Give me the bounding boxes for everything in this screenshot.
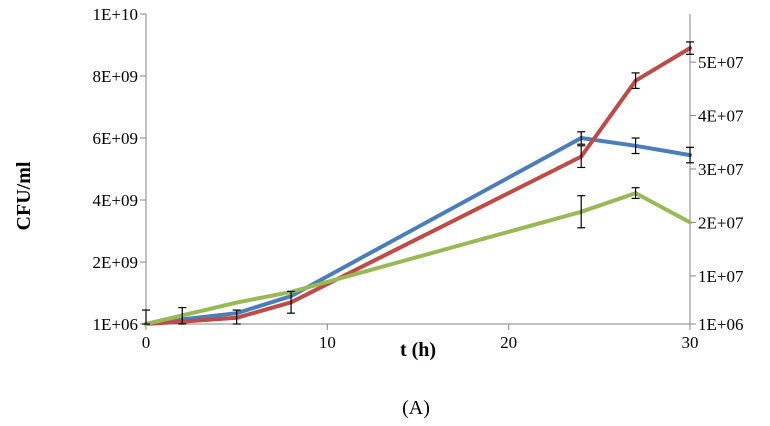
x-tick-label: 0 [142, 333, 151, 352]
right-y-tick-label: 4E+07 [698, 107, 744, 126]
series-lines [144, 46, 692, 326]
error-bars [142, 41, 694, 325]
left-y-tick-label: 4E+09 [93, 191, 138, 210]
series-line [144, 191, 692, 326]
panel-label: (A) [402, 397, 430, 419]
left-y-tick-label: 1E+10 [93, 5, 138, 24]
series-line [144, 46, 692, 326]
x-tick-label: 20 [500, 333, 517, 352]
x-tick-label: 30 [682, 333, 699, 352]
right-y-tick-label: 1E+07 [698, 267, 744, 286]
y-axis-title: CFU/ml [13, 161, 35, 230]
right-y-tick-label: 3E+07 [698, 160, 744, 179]
right-y-tick-label: 1E+06 [698, 315, 743, 334]
series-line [144, 136, 692, 326]
x-tick-label: 10 [319, 333, 336, 352]
left-y-tick-label: 1E+06 [93, 315, 138, 334]
tick-labels: 1E+06 2E+09 4E+09 6E+09 8E+09 1E+10 1E+06 1E+07… [93, 5, 744, 352]
left-y-tick-label: 2E+09 [93, 253, 138, 272]
tick-marks [140, 13, 696, 330]
x-axis-title: t (h) [400, 339, 436, 361]
left-y-tick-label: 8E+09 [93, 67, 138, 86]
left-y-tick-label: 6E+09 [93, 129, 138, 148]
right-y-tick-label: 5E+07 [698, 53, 744, 72]
right-y-tick-label: 2E+07 [698, 213, 744, 232]
